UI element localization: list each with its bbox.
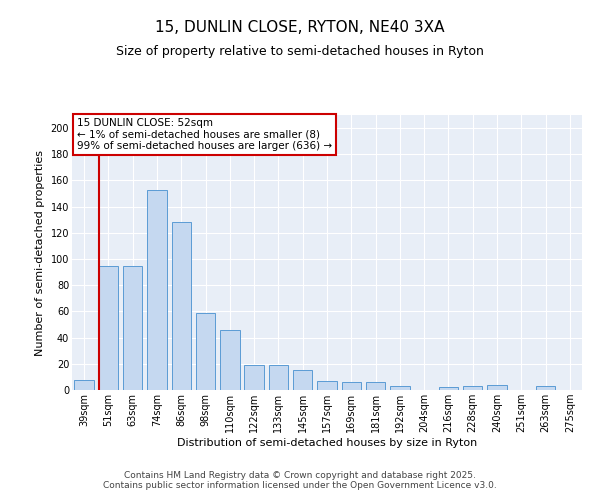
Bar [390,386,410,390]
Text: Contains HM Land Registry data © Crown copyright and database right 2025.
Contai: Contains HM Land Registry data © Crown c… [103,470,497,490]
Text: 15, DUNLIN CLOSE, RYTON, NE40 3XA: 15, DUNLIN CLOSE, RYTON, NE40 3XA [155,20,445,35]
Bar [463,386,482,390]
Bar [439,388,458,390]
Text: Size of property relative to semi-detached houses in Ryton: Size of property relative to semi-detach… [116,45,484,58]
Bar [123,266,142,390]
Bar [536,386,555,390]
Bar [172,222,191,390]
Bar [244,365,264,390]
X-axis label: Distribution of semi-detached houses by size in Ryton: Distribution of semi-detached houses by … [177,438,477,448]
Bar [341,382,361,390]
Bar [317,381,337,390]
Bar [293,370,313,390]
Bar [269,365,288,390]
Bar [99,266,118,390]
Bar [74,380,94,390]
Bar [147,190,167,390]
Bar [220,330,239,390]
Y-axis label: Number of semi-detached properties: Number of semi-detached properties [35,150,45,356]
Bar [196,312,215,390]
Bar [487,385,507,390]
Text: 15 DUNLIN CLOSE: 52sqm
← 1% of semi-detached houses are smaller (8)
99% of semi-: 15 DUNLIN CLOSE: 52sqm ← 1% of semi-deta… [77,118,332,151]
Bar [366,382,385,390]
